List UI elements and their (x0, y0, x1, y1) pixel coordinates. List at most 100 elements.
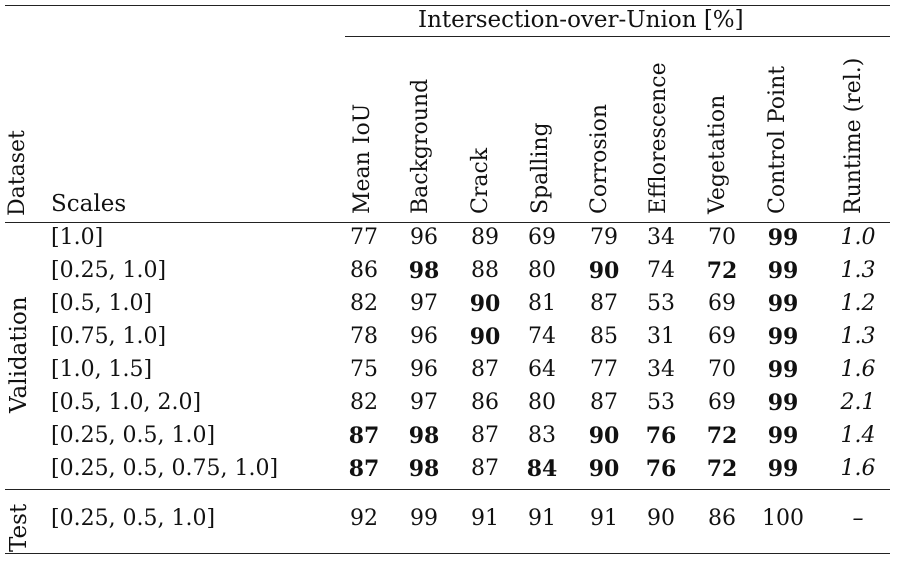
scales-cell: [0.25, 1.0] (51, 258, 167, 283)
cell-background: 98 (408, 456, 440, 482)
cell-spalling: 80 (528, 390, 556, 415)
column-header-2: Background (408, 78, 433, 214)
scales-cell: [0.25, 0.5, 1.0] (51, 506, 216, 531)
cell-runtime-rel: 1.3 (840, 258, 876, 283)
cell-mean-iou: 77 (350, 225, 378, 250)
cell-crack: 87 (471, 423, 499, 448)
cell-control-point: 99 (767, 225, 799, 251)
header-scales: Scales (51, 191, 127, 217)
cell-mean-iou: 75 (350, 357, 378, 382)
cell-background: 96 (410, 324, 438, 349)
cell-corrosion: 85 (590, 324, 618, 349)
cell-crack: 90 (469, 291, 501, 317)
cell-background: 97 (410, 390, 438, 415)
cell-crack: 89 (471, 225, 499, 250)
cell-efflorescence: 76 (645, 423, 677, 449)
cell-vegetation: 72 (706, 258, 738, 284)
bottom-rule (5, 553, 890, 554)
cell-efflorescence: 74 (647, 258, 675, 283)
cell-crack: 87 (471, 456, 499, 481)
cell-vegetation: 69 (708, 291, 736, 316)
cell-spalling: 69 (528, 225, 556, 250)
cell-efflorescence: 76 (645, 456, 677, 482)
cell-crack: 91 (471, 506, 499, 531)
scales-cell: [0.5, 1.0] (51, 291, 153, 316)
column-header-3: Crack (468, 147, 493, 214)
cell-crack: 86 (471, 390, 499, 415)
cell-spalling: 74 (528, 324, 556, 349)
column-header-5: Corrosion (587, 103, 612, 214)
cell-mean-iou: 86 (350, 258, 378, 283)
cell-background: 98 (408, 423, 440, 449)
cell-runtime-rel: 2.1 (840, 390, 876, 415)
cell-vegetation: 69 (708, 324, 736, 349)
cell-control-point: 100 (762, 506, 804, 531)
cell-control-point: 99 (767, 291, 799, 317)
cell-background: 97 (410, 291, 438, 316)
cell-vegetation: 72 (706, 423, 738, 449)
cell-corrosion: 90 (588, 423, 620, 449)
cell-crack: 90 (469, 324, 501, 350)
column-header-6: Efflorescence (646, 62, 671, 214)
cell-runtime-rel: 1.6 (840, 357, 876, 382)
header-dataset: Dataset (5, 130, 30, 216)
scales-cell: [0.25, 0.5, 0.75, 1.0] (51, 456, 279, 481)
cell-background: 96 (410, 357, 438, 382)
cell-control-point: 99 (767, 258, 799, 284)
column-header-4: Spalling (528, 122, 553, 214)
cell-runtime-rel: 1.4 (840, 423, 876, 448)
cell-corrosion: 87 (590, 291, 618, 316)
scales-cell: [0.5, 1.0, 2.0] (51, 390, 202, 415)
cell-vegetation: 86 (708, 506, 736, 531)
cell-efflorescence: 34 (647, 357, 675, 382)
column-header-1: Mean IoU (350, 103, 375, 214)
cell-mean-iou: 78 (350, 324, 378, 349)
cell-vegetation: 70 (708, 225, 736, 250)
scales-cell: [0.25, 0.5, 1.0] (51, 423, 216, 448)
scales-cell: [1.0, 1.5] (51, 357, 153, 382)
cell-runtime-rel: 1.6 (840, 456, 876, 481)
top-rule (5, 5, 890, 6)
super-header: Intersection-over-Union [%] (418, 7, 744, 33)
group-label-test: Test (6, 503, 32, 552)
cell-background: 98 (408, 258, 440, 284)
cell-efflorescence: 31 (647, 324, 675, 349)
cell-spalling: 81 (528, 291, 556, 316)
cell-runtime-rel: 1.0 (840, 225, 876, 250)
cell-mean-iou: 87 (348, 423, 380, 449)
cell-control-point: 99 (767, 324, 799, 350)
cell-mean-iou: 92 (350, 506, 378, 531)
cell-corrosion: 91 (590, 506, 618, 531)
cell-spalling: 91 (528, 506, 556, 531)
cell-background: 96 (410, 225, 438, 250)
cell-runtime-rel: 1.3 (840, 324, 876, 349)
cell-crack: 88 (471, 258, 499, 283)
cell-spalling: 80 (528, 258, 556, 283)
cell-corrosion: 77 (590, 357, 618, 382)
cell-efflorescence: 34 (647, 225, 675, 250)
cell-mean-iou: 87 (348, 456, 380, 482)
cell-spalling: 83 (528, 423, 556, 448)
cell-control-point: 99 (767, 390, 799, 416)
column-header-9: Runtime (rel.) (841, 57, 866, 214)
column-header-8: Control Point (765, 65, 790, 214)
cell-efflorescence: 53 (647, 390, 675, 415)
cell-vegetation: 69 (708, 390, 736, 415)
cell-vegetation: 72 (706, 456, 738, 482)
header-rule (5, 222, 890, 223)
cell-corrosion: 87 (590, 390, 618, 415)
cell-vegetation: 70 (708, 357, 736, 382)
cell-background: 99 (410, 506, 438, 531)
cell-spalling: 84 (526, 456, 558, 482)
super-header-rule (345, 36, 890, 37)
cell-mean-iou: 82 (350, 390, 378, 415)
scales-cell: [0.75, 1.0] (51, 324, 167, 349)
scales-cell: [1.0] (51, 225, 104, 250)
cell-spalling: 64 (528, 357, 556, 382)
cell-runtime-rel: 1.2 (840, 291, 876, 316)
cell-corrosion: 90 (588, 456, 620, 482)
cell-corrosion: 90 (588, 258, 620, 284)
cell-control-point: 99 (767, 357, 799, 383)
column-header-7: Vegetation (705, 94, 730, 214)
cell-runtime-rel: – (852, 506, 864, 531)
